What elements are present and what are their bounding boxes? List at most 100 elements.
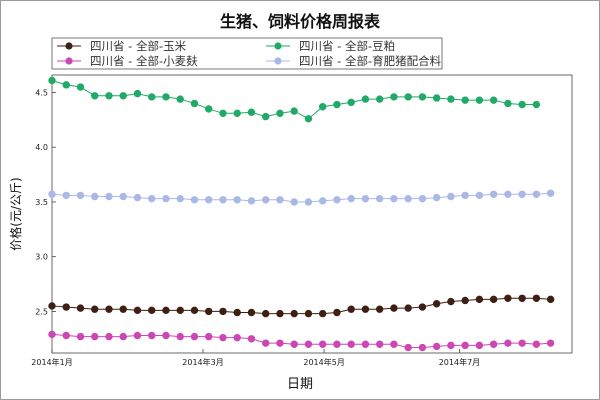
x-tick-label: 2014年1月 [31,357,72,367]
x-tick-label: 2014年5月 [303,357,344,367]
data-point-hog-feed [105,192,113,201]
x-axis-label: 日期 [287,377,313,392]
data-point-hog-feed [347,194,355,203]
data-point-corn [276,309,284,318]
data-point-wheat-bran [261,339,270,347]
data-point-corn [390,304,398,312]
legend-box [51,37,443,70]
data-point-corn [91,305,99,313]
data-point-corn [148,306,156,315]
data-point-soymeal [489,96,498,104]
data-point-soymeal [233,109,241,118]
data-point-soymeal [475,96,484,104]
y-tick-label: 4.5 [35,89,48,98]
data-point-wheat-bran [148,331,156,340]
data-point-hog-feed [375,194,384,203]
data-point-wheat-bran [176,332,184,341]
data-point-wheat-bran [119,332,127,341]
plot-area [51,74,573,354]
data-point-wheat-bran [390,340,398,348]
data-point-hog-feed [219,196,227,204]
data-point-corn [318,309,327,318]
data-point-hog-feed [247,197,256,205]
data-point-corn [162,306,170,315]
data-point-hog-feed [447,192,455,201]
data-point-wheat-bran [233,333,241,342]
data-point-soymeal [447,95,455,103]
data-point-soymeal [304,115,313,123]
data-point-soymeal [219,109,227,118]
data-point-soymeal [347,98,355,107]
data-point-corn [176,306,184,315]
data-point-corn [233,308,241,317]
data-point-wheat-bran [475,341,484,350]
data-point-soymeal [133,89,142,98]
data-point-hog-feed [404,194,412,203]
data-point-hog-feed [133,193,142,202]
data-point-soymeal [176,95,184,103]
data-point-corn [489,295,498,304]
data-point-wheat-bran [48,330,56,339]
series-wheat-bran [48,330,555,352]
data-point-soymeal [333,100,341,109]
data-point-corn [418,303,427,311]
data-point-hog-feed [461,191,469,200]
x-axis: 2014年1月 2014年3月 2014年5月 2014年7月 [31,349,480,367]
data-point-soymeal [361,95,370,103]
y-tick-label: 3.5 [35,198,48,207]
data-point-hog-feed [162,194,170,203]
data-point-wheat-bran [219,333,227,342]
data-point-corn [475,295,484,304]
data-point-corn [375,305,384,313]
legend: 四川省 - 全部-玉米 四川省 - 全部-豆粕 四川省 - 全部-小麦麸 四川省… [51,37,443,70]
data-point-hog-feed [390,194,398,203]
data-point-hog-feed [361,194,370,203]
data-point-soymeal [318,103,327,111]
data-point-wheat-bran [62,331,70,340]
data-point-hog-feed [276,196,284,204]
legend-marker-wheat-bran [65,57,73,65]
chart-title: 生猪、饲料价格周报表 [220,12,381,31]
data-point-corn [48,302,56,310]
data-point-soymeal [518,100,526,109]
data-point-wheat-bran [447,341,455,350]
data-point-soymeal [290,107,298,115]
data-point-corn [190,306,199,315]
data-point-soymeal [162,93,170,101]
data-point-wheat-bran [304,340,313,348]
data-point-wheat-bran [461,341,469,350]
data-point-wheat-bran [504,339,512,347]
data-point-wheat-bran [347,340,355,348]
data-point-corn [447,297,455,306]
data-point-hog-feed [91,192,99,201]
data-point-soymeal [205,105,213,113]
data-point-soymeal [76,83,85,91]
data-point-corn [546,295,555,304]
data-point-wheat-bran [276,339,284,347]
y-tick-label: 4.0 [35,143,48,152]
legend-marker-corn [65,42,73,50]
series-hog-feed [48,189,555,206]
legend-label-corn: 四川省 - 全部-玉米 [90,39,187,53]
data-point-corn [119,305,127,313]
legend-label-hog-feed: 四川省 - 全部-育肥猪配合料 [299,54,442,68]
data-point-corn [518,294,526,302]
y-axis: 2.5 3.0 3.5 4.0 4.5 [35,89,56,316]
data-point-soymeal [62,81,70,89]
data-point-wheat-bran [76,332,85,341]
data-point-hog-feed [333,196,341,204]
data-point-corn [62,303,70,311]
data-point-hog-feed [176,194,184,203]
data-point-wheat-bran [518,339,526,347]
data-point-corn [105,305,113,313]
data-point-wheat-bran [247,335,256,343]
data-point-wheat-bran [162,331,170,340]
data-point-wheat-bran [404,343,412,352]
data-point-hog-feed [290,198,298,206]
data-point-soymeal [461,96,469,104]
data-point-hog-feed [119,192,127,201]
data-point-corn [333,308,341,317]
data-point-hog-feed [148,194,156,203]
data-point-hog-feed [546,189,555,197]
data-point-corn [532,294,541,302]
